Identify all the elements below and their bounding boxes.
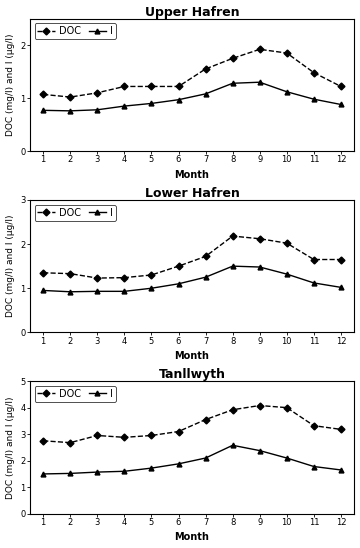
- Title: Upper Hafren: Upper Hafren: [145, 5, 239, 19]
- Legend: DOC, I: DOC, I: [35, 24, 116, 39]
- DOC: [95, 275, 99, 281]
- DOC: [149, 272, 154, 278]
- DOC: [257, 236, 262, 242]
- X-axis label: Month: Month: [175, 170, 210, 180]
- Line: I: I: [41, 80, 343, 113]
- DOC: [203, 66, 208, 72]
- I: [176, 460, 181, 467]
- DOC: [230, 233, 235, 239]
- X-axis label: Month: Month: [175, 351, 210, 361]
- I: [257, 79, 262, 85]
- I: [285, 455, 289, 461]
- I: [68, 288, 72, 295]
- X-axis label: Month: Month: [175, 533, 210, 543]
- I: [312, 279, 316, 286]
- I: [68, 107, 72, 114]
- I: [149, 285, 154, 292]
- I: [41, 287, 45, 294]
- DOC: [122, 434, 127, 441]
- I: [122, 468, 127, 475]
- DOC: [339, 426, 343, 433]
- DOC: [339, 83, 343, 90]
- DOC: [68, 94, 72, 100]
- I: [285, 271, 289, 277]
- DOC: [257, 402, 262, 409]
- DOC: [285, 50, 289, 56]
- I: [122, 288, 127, 295]
- DOC: [285, 404, 289, 411]
- I: [149, 465, 154, 471]
- I: [41, 471, 45, 477]
- Title: Lower Hafren: Lower Hafren: [145, 187, 239, 200]
- DOC: [312, 423, 316, 429]
- I: [41, 107, 45, 113]
- I: [285, 88, 289, 95]
- I: [230, 80, 235, 87]
- DOC: [41, 91, 45, 98]
- I: [176, 281, 181, 287]
- DOC: [203, 416, 208, 423]
- I: [312, 96, 316, 102]
- I: [203, 90, 208, 97]
- DOC: [285, 240, 289, 247]
- Line: DOC: DOC: [41, 47, 343, 100]
- I: [95, 288, 99, 295]
- I: [68, 470, 72, 477]
- DOC: [149, 432, 154, 439]
- I: [95, 469, 99, 475]
- DOC: [230, 407, 235, 413]
- DOC: [149, 83, 154, 90]
- DOC: [41, 270, 45, 276]
- Legend: DOC, I: DOC, I: [35, 205, 116, 220]
- Line: DOC: DOC: [41, 403, 343, 445]
- DOC: [312, 70, 316, 76]
- DOC: [68, 439, 72, 446]
- I: [203, 455, 208, 461]
- DOC: [41, 437, 45, 444]
- I: [312, 463, 316, 470]
- DOC: [257, 46, 262, 53]
- DOC: [122, 275, 127, 281]
- DOC: [122, 83, 127, 90]
- I: [230, 442, 235, 449]
- Y-axis label: DOC (mg/l) and I (μg/l): DOC (mg/l) and I (μg/l): [5, 396, 14, 499]
- Y-axis label: DOC (mg/l) and I (μg/l): DOC (mg/l) and I (μg/l): [6, 33, 15, 136]
- DOC: [176, 263, 181, 270]
- DOC: [95, 432, 99, 439]
- I: [122, 103, 127, 110]
- Line: DOC: DOC: [41, 233, 343, 281]
- I: [339, 284, 343, 290]
- DOC: [339, 256, 343, 263]
- I: [203, 274, 208, 281]
- I: [339, 467, 343, 473]
- I: [149, 100, 154, 107]
- Line: I: I: [41, 264, 343, 294]
- I: [339, 101, 343, 108]
- I: [176, 96, 181, 103]
- I: [257, 264, 262, 270]
- DOC: [312, 256, 316, 263]
- DOC: [95, 89, 99, 96]
- Legend: DOC, I: DOC, I: [35, 386, 116, 402]
- Line: I: I: [41, 443, 343, 476]
- I: [95, 106, 99, 113]
- DOC: [176, 83, 181, 90]
- I: [230, 263, 235, 270]
- DOC: [176, 428, 181, 435]
- I: [257, 447, 262, 454]
- DOC: [68, 270, 72, 277]
- DOC: [203, 253, 208, 260]
- DOC: [230, 55, 235, 61]
- Title: Tanllwyth: Tanllwyth: [158, 368, 226, 381]
- Y-axis label: DOC (mg/l) and I (μg/l): DOC (mg/l) and I (μg/l): [5, 215, 14, 317]
